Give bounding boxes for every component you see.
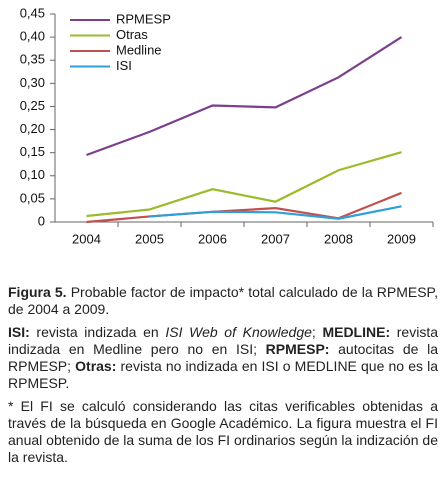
y-tick-label: 0,20: [20, 121, 45, 136]
x-tick-label: 2004: [72, 231, 101, 246]
y-tick-label: 0,10: [20, 167, 45, 182]
x-tick-label: 2009: [387, 231, 416, 246]
legend-label: ISI: [116, 58, 132, 73]
x-tick-label: 2006: [198, 231, 227, 246]
caption: Figura 5. Probable factor de impacto* to…: [8, 284, 438, 472]
legend-label: Medline: [116, 42, 162, 57]
chart: 0 0,05 0,10 0,15 0,20 0,25 0,30 0,35 0,40 0,45 200…: [20, 5, 434, 246]
abbreviation-text: revista indizada en: [29, 324, 166, 340]
x-tick-label: 2005: [135, 231, 164, 246]
y-tick-label: 0,25: [20, 98, 45, 113]
series-line: [86, 151, 402, 218]
abbreviation-text: RPMESP:: [265, 341, 330, 357]
y-tick-label: 0,30: [20, 75, 45, 90]
legend-label: Otras: [116, 27, 148, 42]
abbreviation-text: ;: [311, 324, 323, 340]
figure-caption: Figura 5. Probable factor de impacto* to…: [8, 284, 438, 318]
x-tick-label: 2007: [261, 231, 290, 246]
abbreviations: ISI: revista indizada en ISI Web of Know…: [8, 324, 438, 392]
series-line: [149, 205, 402, 220]
abbreviation-text: revista no indizada en ISI o MEDLINE que…: [8, 358, 438, 391]
y-tick-label: 0,35: [20, 52, 45, 67]
figure-text: Probable factor de impacto* total calcul…: [8, 284, 438, 317]
series-line: [86, 191, 402, 224]
abbreviation-text: ISI Web of Knowledge: [165, 324, 312, 340]
abbreviation-text: ISI:: [8, 324, 30, 340]
y-tick-label: 0,15: [20, 144, 45, 159]
abbreviation-text: MEDLINE:: [322, 324, 391, 340]
y-tick-label: 0,40: [20, 29, 45, 44]
x-tick-label: 2008: [324, 231, 353, 246]
abbreviation-text: Otras:: [75, 358, 117, 374]
figure-label: Figura 5.: [8, 284, 67, 300]
series-line: [86, 36, 403, 157]
abbreviation-text: autocitas de la RPMESP;: [8, 341, 439, 374]
legend-label: RPMESP: [116, 11, 171, 26]
y-tick-label: 0,05: [20, 190, 45, 205]
y-tick-label: 0: [38, 213, 45, 228]
note: * El FI se calculó considerando las cita…: [8, 398, 438, 465]
y-tick-label: 0,45: [20, 5, 45, 20]
abbreviation-text: revista indizada en Medline pero no en I…: [8, 324, 438, 357]
